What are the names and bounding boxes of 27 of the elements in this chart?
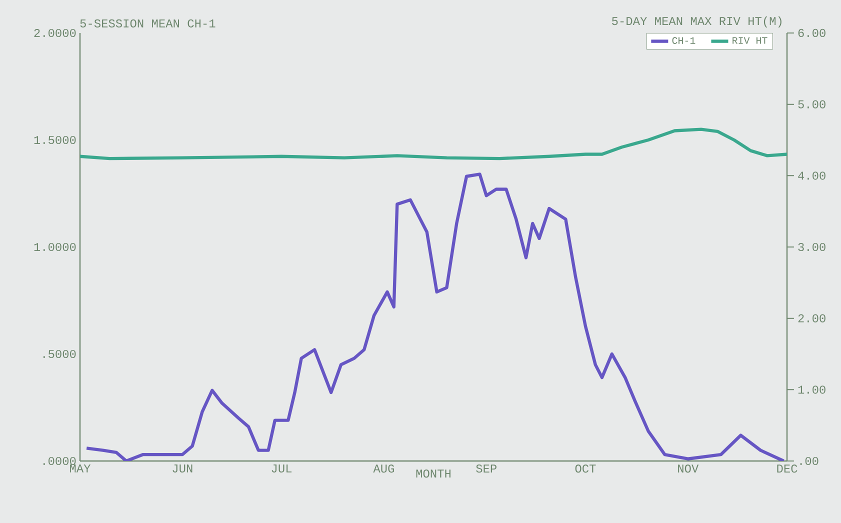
y2-tick-label: 6.00 [798,28,826,38]
y-axis-title: 5-SESSION MEAN CH-1 [80,19,216,28]
line-series [85,172,786,461]
y2-tick-label: 3.00 [798,242,826,252]
line-series [80,128,788,160]
x-tick-label: NOV [678,464,699,473]
legend-label: RIV HT [732,37,768,44]
y-tick-label: 1.0000 [34,242,76,252]
legend-label: CH-1 [672,37,696,44]
y2-tick-label: 1.00 [798,386,826,394]
x-tick-label: AUG [373,464,394,473]
x-tick-label: OCT [575,464,596,473]
y-tick-label: .0000 [44,456,76,466]
x-tick-label: MAY [70,464,91,472]
y2-axis-title: 5-DAY MEAN MAX RIV HT(M) [612,16,782,28]
y2-tick-label: .00 [800,456,818,466]
y2-tick-label: 2.00 [798,314,826,322]
x-tick-label: JUL [272,464,292,473]
x-tick-label: JUN [172,464,192,473]
y-tick-label: 2.0000 [34,28,76,38]
x-tick-label: DEC [777,464,798,473]
y2-tick-label: 5.00 [798,100,826,108]
x-axis-title: MONTH [416,470,450,478]
y2-tick-label: 4.00 [798,172,826,180]
y-tick-label: .5000 [44,350,76,358]
x-tick-label: SEP [476,464,496,473]
y-tick-label: 1.5000 [34,136,76,144]
